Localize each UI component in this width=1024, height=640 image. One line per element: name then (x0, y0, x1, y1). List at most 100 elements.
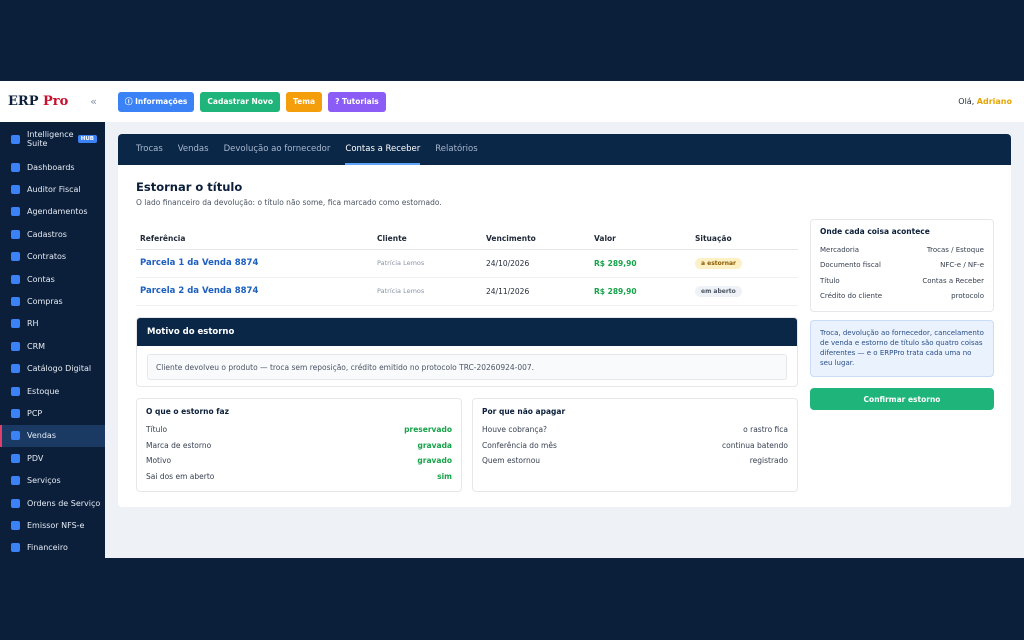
toolbar-button[interactable]: Cadastrar Novo (200, 91, 280, 112)
nav-item[interactable]: Ordens de Serviço (0, 492, 105, 514)
dt-cell: 24/10/2026 (482, 249, 590, 278)
info-value: sim (437, 471, 452, 481)
nav-item[interactable]: Serviços (0, 469, 105, 491)
nav-label: Catálogo Digital (27, 364, 92, 374)
nav-icon (11, 543, 20, 553)
nav-icon (11, 476, 20, 486)
nav-item[interactable]: Emissor NFS-e (0, 514, 105, 536)
ref-cell[interactable]: Parcela 1 da Venda 8874 (136, 249, 373, 278)
user-name[interactable]: Adriano (976, 97, 1012, 106)
nav-icon (11, 319, 20, 329)
nav-label: Cadastros (27, 229, 67, 239)
nav-item[interactable]: Cadastros (0, 223, 105, 245)
nav-icon (11, 252, 20, 262)
ref-cell[interactable]: Parcela 2 da Venda 8874 (136, 277, 373, 306)
tab[interactable]: Trocas (136, 143, 163, 154)
nav-icon (11, 229, 20, 239)
nav-item[interactable]: Auditor Fiscal (0, 178, 105, 200)
tab[interactable]: Relatórios (435, 143, 478, 154)
nav-item[interactable]: Agendamentos (0, 201, 105, 223)
info-note: Troca, devolução ao fornecedor, cancelam… (810, 320, 994, 377)
confirm-button[interactable]: Confirmar estorno (810, 388, 994, 410)
nav-icon (11, 520, 20, 530)
nav-icon (11, 274, 20, 284)
tab[interactable]: Devolução ao fornecedor (223, 143, 331, 154)
nav-label: PDV (27, 453, 44, 463)
nav-item[interactable]: Contas (0, 268, 105, 290)
tab[interactable]: Vendas (177, 143, 209, 154)
nav-icon (11, 297, 20, 307)
nav-icon (11, 134, 20, 144)
toolbar: ⓘ Informações Cadastrar Novo Tema? Tutoria… (118, 91, 392, 112)
toolbar-button[interactable]: Tema (285, 91, 323, 112)
sidebar: ERP Pro « Intelligence Suite HUB Dashboard… (0, 81, 105, 558)
greeting: Olá, Adriano (958, 97, 1012, 106)
table-header: Referência Cliente Vencimento Valor Situação (136, 229, 798, 250)
tab[interactable]: Contas a Receber (345, 134, 421, 165)
nav-item[interactable]: Vendas (0, 424, 105, 448)
toolbar-button[interactable]: ? Tutoriais (328, 91, 386, 112)
table-row[interactable]: Parcela 1 da Venda 8874 Patrícia Lemos 24/… (136, 249, 798, 278)
nav-icon (11, 498, 20, 508)
nav-item[interactable]: Compras (0, 290, 105, 312)
column-header: Valor (590, 229, 691, 250)
info-row: Crédito do cliente protocolo (820, 289, 984, 305)
nav-label: Auditor Fiscal (27, 185, 81, 195)
nav-item[interactable]: Intelligence Suite HUB (0, 122, 105, 156)
info-key: Sai dos em aberto (146, 471, 215, 481)
tab-bar: Trocas Vendas Devolução ao fornecedor Conta… (118, 134, 1011, 165)
info-row: Motivo gravado (146, 453, 452, 469)
nav-label: Serviços (27, 476, 61, 486)
info-key: Título (820, 276, 840, 285)
info-value: preservado (404, 425, 452, 435)
nav-item[interactable]: CRM (0, 335, 105, 357)
info-row: Mercadoria Trocas / Estoque (820, 242, 984, 258)
info-key: Houve cobrança? (482, 425, 548, 435)
val-cell: R$ 289,90 (590, 249, 691, 278)
column-header: Cliente (373, 229, 482, 250)
nav-item[interactable]: PDV (0, 447, 105, 469)
status-pill: a estornar (695, 257, 743, 269)
nav-item[interactable]: Estoque (0, 380, 105, 402)
logo[interactable]: ERP Pro (8, 94, 68, 109)
nav-label: Vendas (27, 431, 56, 441)
nav-label: Estoque (27, 386, 60, 396)
box-title: Onde cada coisa acontece (820, 227, 930, 236)
status-cell: em aberto (691, 277, 798, 306)
table-row[interactable]: Parcela 2 da Venda 8874 Patrícia Lemos 24/… (136, 277, 798, 306)
nav-item[interactable]: PCP (0, 402, 105, 424)
reason-text[interactable]: Cliente devolveu o produto — troca sem r… (147, 354, 787, 380)
info-value: continua batendo (722, 440, 788, 450)
info-value: o rastro fica (743, 425, 788, 435)
column-header: Vencimento (482, 229, 590, 250)
why-box: Por que não apagar Houve cobrança? o rastr… (472, 398, 798, 492)
nav-item[interactable]: Catálogo Digital (0, 358, 105, 380)
nav-item[interactable]: Contratos (0, 246, 105, 268)
app: ERP Pro « Intelligence Suite HUB Dashboard… (0, 81, 1024, 558)
nav-icon (11, 364, 20, 374)
info-row: Quem estornou registrado (482, 453, 788, 469)
info-value: gravado (417, 456, 452, 466)
where-box: Onde cada coisa acontece Mercadoria Trocas… (810, 219, 994, 312)
info-value: NFC-e / NF-e (940, 261, 984, 270)
nav-icon (11, 386, 20, 396)
nav-item[interactable]: Financeiro (0, 537, 105, 559)
nav-item[interactable]: RH (0, 313, 105, 335)
nav-item[interactable]: Dashboards (0, 156, 105, 178)
info-value: protocolo (951, 292, 984, 301)
box-title: O que o estorno faz (146, 407, 229, 416)
nav-label: CRM (27, 341, 46, 351)
toolbar-button[interactable]: ⓘ Informações (118, 91, 195, 112)
info-row: Título preservado (146, 422, 452, 438)
table-body: Parcela 1 da Venda 8874 Patrícia Lemos 24/… (136, 249, 798, 306)
nav-label: Financeiro (27, 543, 68, 553)
column-header: Referência (136, 229, 373, 250)
nav-icon (11, 341, 20, 351)
info-key: Crédito do cliente (820, 292, 883, 301)
nav-label: Contas (27, 274, 55, 284)
logo-text: ERP (8, 94, 39, 109)
collapse-button[interactable]: « (90, 95, 97, 108)
topbar: ⓘ Informações Cadastrar Novo Tema? Tutoria… (105, 81, 1024, 122)
